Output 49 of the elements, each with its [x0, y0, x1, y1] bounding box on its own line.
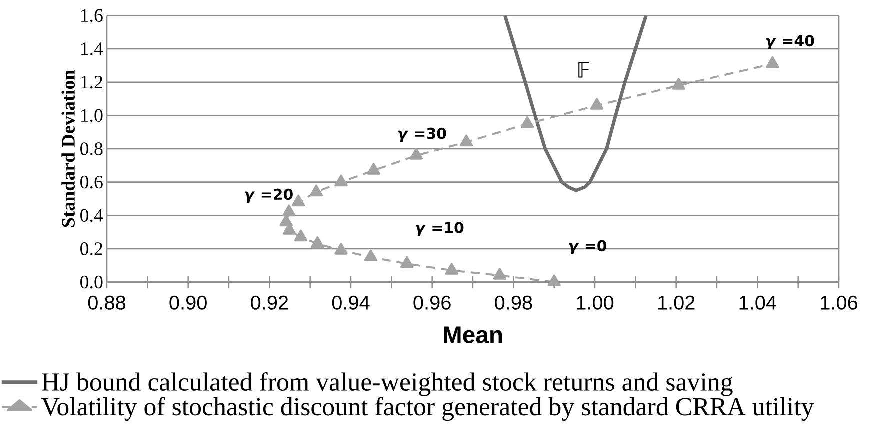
point [334, 243, 348, 255]
y-tick-label: 1.0 [81, 109, 103, 122]
point [310, 184, 324, 197]
annotation: γ =30 [398, 128, 446, 142]
y-tick-label: 0.4 [80, 209, 104, 222]
x-tick-label: 1.04 [740, 296, 776, 310]
annotation: γ =40 [766, 35, 814, 50]
x-tick-label: 1.02 [658, 296, 695, 310]
y-tick-label: 0.8 [80, 142, 103, 156]
x-tick-label: 0.98 [495, 296, 532, 310]
point [364, 250, 378, 262]
y-tick-label: 1.6 [81, 9, 103, 22]
x-axis-title: Mean [444, 326, 502, 344]
legend-label: Volatility of stochastic discount factor generated by standard CRRA utility [42, 397, 814, 422]
y-tick-label: 1.2 [81, 76, 102, 89]
annotation: 𝔽 [578, 62, 590, 78]
x-tick-label: 0.94 [332, 296, 370, 310]
point [460, 134, 474, 147]
point [520, 116, 534, 128]
point [493, 268, 506, 280]
y-tick-label: 0.2 [80, 242, 102, 256]
point [766, 56, 780, 68]
point [367, 163, 380, 175]
point [292, 194, 306, 207]
y-tick-label: 1.4 [81, 42, 104, 56]
y-axis-title: Standard Deviation [62, 70, 75, 228]
point [445, 263, 458, 275]
x-tick-label: 0.88 [88, 296, 126, 310]
annotation: γ =20 [245, 188, 293, 204]
point [590, 98, 604, 110]
point [548, 274, 561, 287]
point [400, 256, 414, 268]
point [311, 236, 324, 248]
point [294, 230, 308, 242]
y-tick-label: 0.0 [80, 276, 103, 289]
point [410, 148, 424, 160]
annotation: γ =10 [416, 222, 464, 236]
point [280, 214, 293, 227]
x-tick-label: 0.90 [170, 296, 207, 310]
point [282, 204, 296, 217]
point [672, 78, 686, 90]
y-tick-label: 0.6 [80, 176, 103, 189]
point [334, 174, 348, 187]
annotation: γ =0 [569, 240, 607, 254]
x-tick-label: 1.06 [821, 296, 858, 310]
legend-label: HJ bound calculated from value-weighted stock returns and saving [42, 372, 733, 396]
x-tick-label: 1.00 [577, 296, 614, 310]
x-tick-label: 0.92 [251, 296, 288, 310]
x-tick-label: 0.96 [414, 296, 451, 310]
